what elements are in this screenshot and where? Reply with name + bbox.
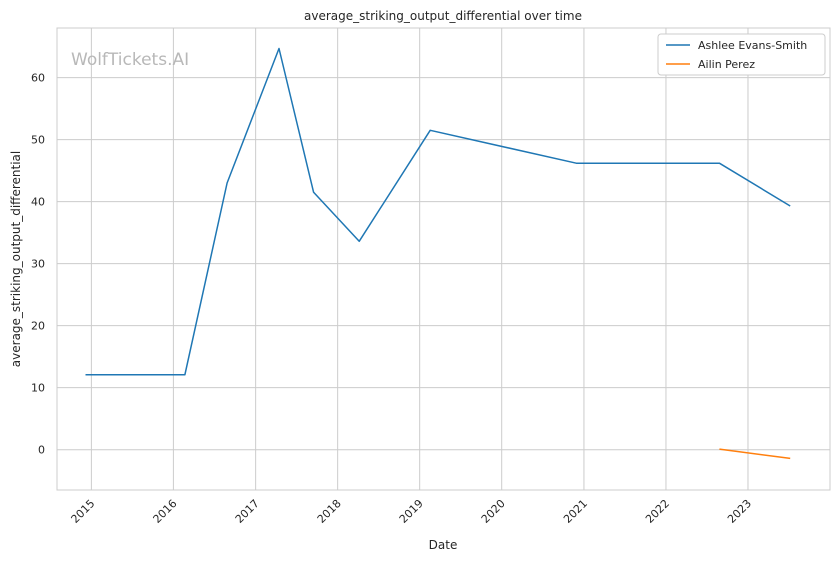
x-tick-label: 2015 <box>69 497 98 526</box>
y-axis-label: average_striking_output_differential <box>9 151 23 367</box>
legend: Ashlee Evans-Smith Ailin Perez <box>657 33 826 76</box>
series-line-ashlee-evans-smith <box>85 47 791 376</box>
x-tick-label: 2023 <box>725 497 754 526</box>
chart-title: average_striking_output_differential ove… <box>304 9 582 23</box>
x-tick-label: 2020 <box>479 497 508 526</box>
legend-label-ashlee-evans-smith: Ashlee Evans-Smith <box>698 39 807 52</box>
x-tick-label: 2018 <box>315 497 344 526</box>
plot-area <box>56 27 831 491</box>
x-tick-label: 2022 <box>643 497 672 526</box>
watermark: WolfTickets.AI <box>71 50 189 70</box>
legend-box <box>657 33 826 76</box>
x-tick-label: 2016 <box>151 497 180 526</box>
y-tick-label: 10 <box>31 382 45 395</box>
x-axis-label: Date <box>429 538 458 552</box>
series-line-ailin-perez <box>719 448 791 460</box>
legend-label-ailin-perez: Ailin Perez <box>698 58 755 71</box>
x-tick-label: 2021 <box>561 497 590 526</box>
y-tick-label: 40 <box>31 196 45 209</box>
y-tick-label: 60 <box>31 72 45 85</box>
y-tick-label: 50 <box>31 134 45 147</box>
x-tick-label: 2017 <box>233 497 262 526</box>
series-lines <box>85 47 791 460</box>
x-tick-label: 2019 <box>397 497 426 526</box>
y-tick-label: 20 <box>31 320 45 333</box>
y-tick-label: 30 <box>31 258 45 271</box>
y-tick-label: 0 <box>38 444 45 457</box>
grid-lines <box>57 28 830 490</box>
